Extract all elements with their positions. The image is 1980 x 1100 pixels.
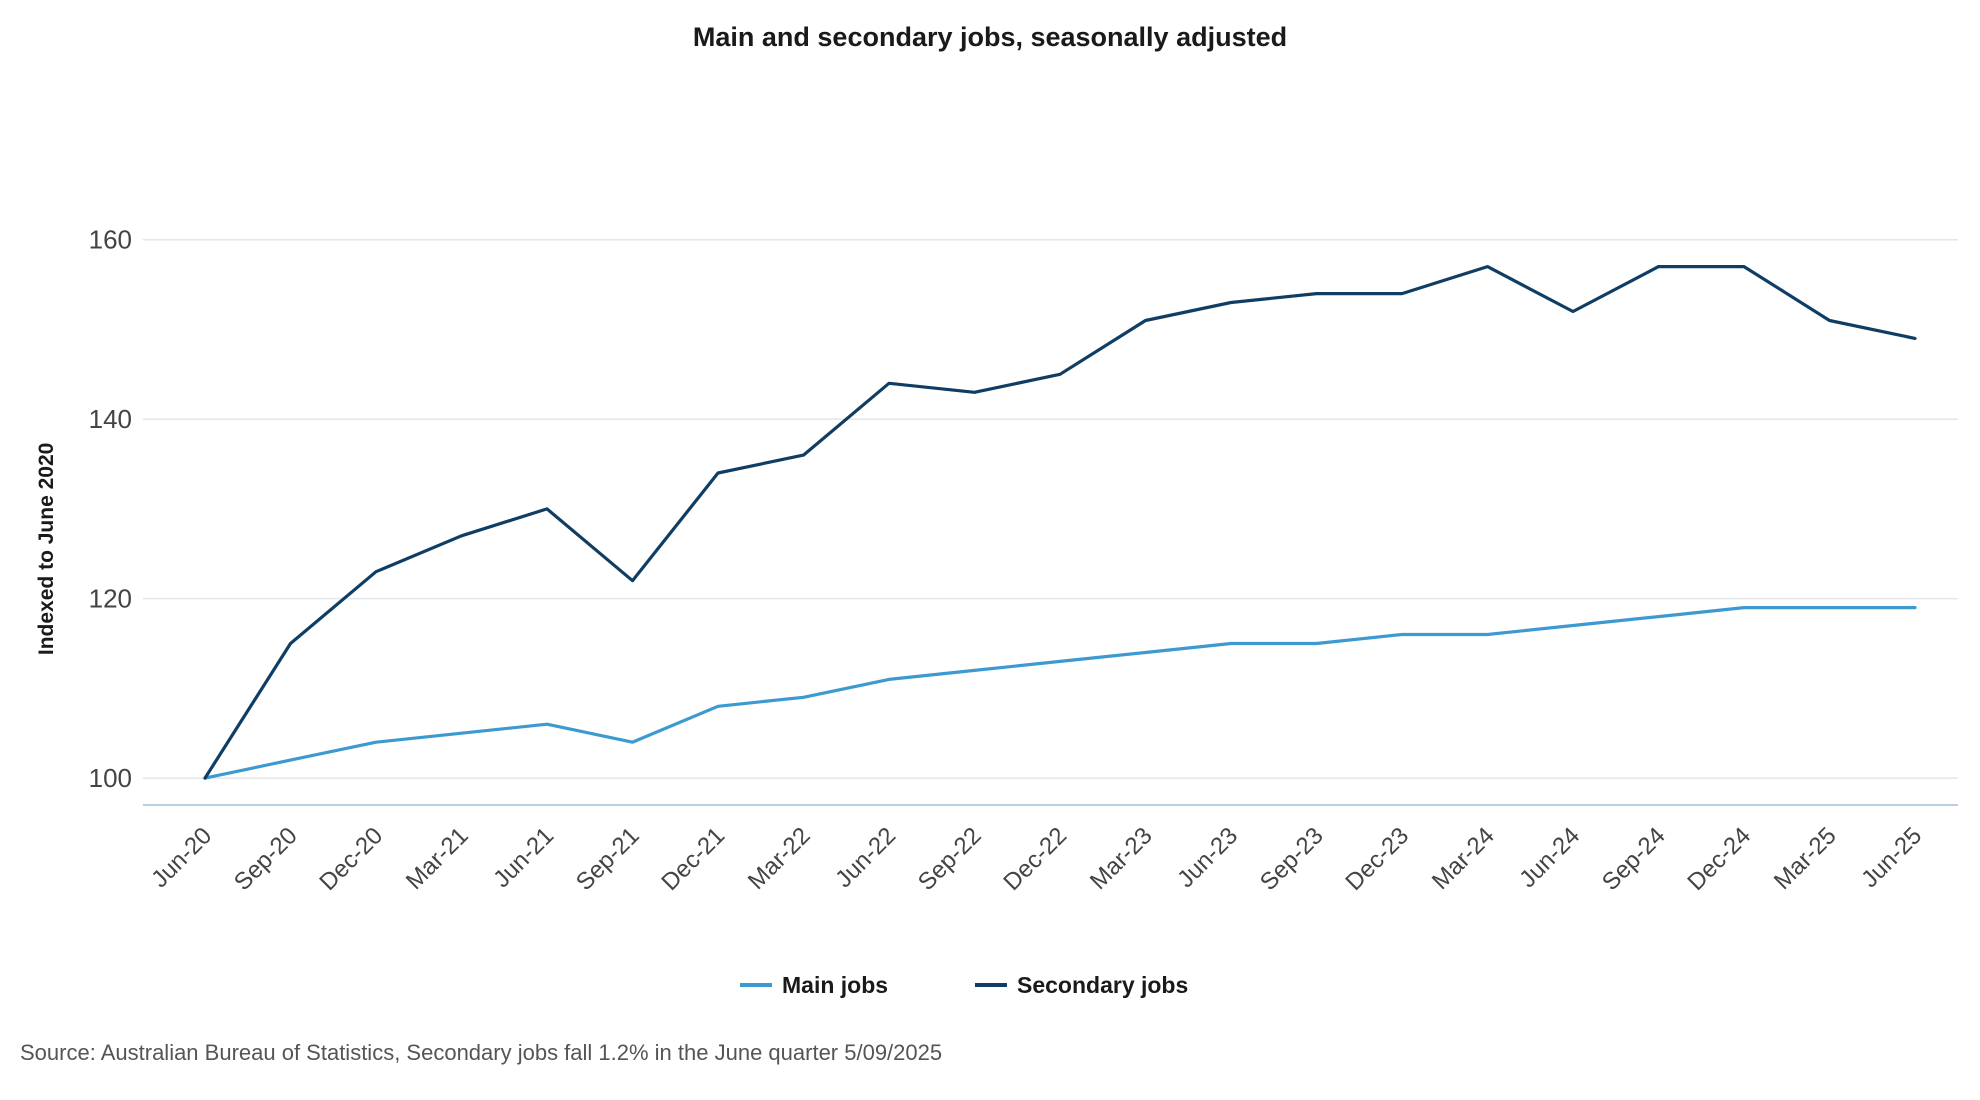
y-tick-label: 120 [89,584,132,614]
x-tick-label: Mar-25 [1769,822,1842,895]
y-tick-label: 100 [89,763,132,793]
y-tick-label: 140 [89,404,132,434]
x-tick-label: Mar-23 [1085,822,1158,895]
legend: Main jobs Secondary jobs [740,972,1188,998]
x-tick-label: Dec-23 [1340,822,1414,896]
x-tick-label: Jun-24 [1514,822,1585,893]
x-tick-label: Sep-21 [571,822,645,896]
x-tick-label: Sep-20 [229,822,303,896]
x-tick-label: Jun-23 [1172,822,1243,893]
source-footnote: Source: Australian Bureau of Statistics,… [20,1040,943,1065]
y-axis-title: Indexed to June 2020 [35,443,58,655]
series-line-secondary-jobs [203,265,1917,780]
legend-item-secondary-jobs[interactable]: Secondary jobs [975,972,1188,998]
x-tick-label: Mar-24 [1427,822,1500,895]
x-tick-label: Dec-20 [314,822,388,896]
legend-label-main-jobs: Main jobs [782,972,888,998]
x-tick-label: Dec-21 [656,822,730,896]
gridlines [143,238,1958,779]
x-tick-label: Jun-20 [146,822,217,893]
series-line-main-jobs [203,605,1917,780]
y-tick-label: 160 [89,225,132,255]
x-tick-label: Jun-21 [488,822,559,893]
series-lines [203,265,1917,780]
chart-title: Main and secondary jobs, seasonally adju… [692,22,1288,52]
x-tick-label: Sep-24 [1597,822,1671,896]
x-axis-ticks: Jun-20 Sep-20 Dec-20 Mar-21 Jun-21 Sep-21 Dec-… [146,822,1927,896]
legend-label-secondary-jobs: Secondary jobs [1017,972,1188,998]
y-axis-ticks: 100 120 140 160 [89,225,132,793]
x-tick-label: Jun-22 [830,822,901,893]
x-tick-label: Sep-22 [913,822,987,896]
x-tick-label: Mar-21 [401,822,474,895]
x-tick-label: Dec-22 [998,822,1072,896]
x-tick-label: Mar-22 [743,822,816,895]
legend-item-main-jobs[interactable]: Main jobs [740,972,888,998]
x-tick-label: Dec-24 [1682,822,1756,896]
x-tick-label: Jun-25 [1856,822,1927,893]
x-tick-label: Sep-23 [1255,822,1329,896]
